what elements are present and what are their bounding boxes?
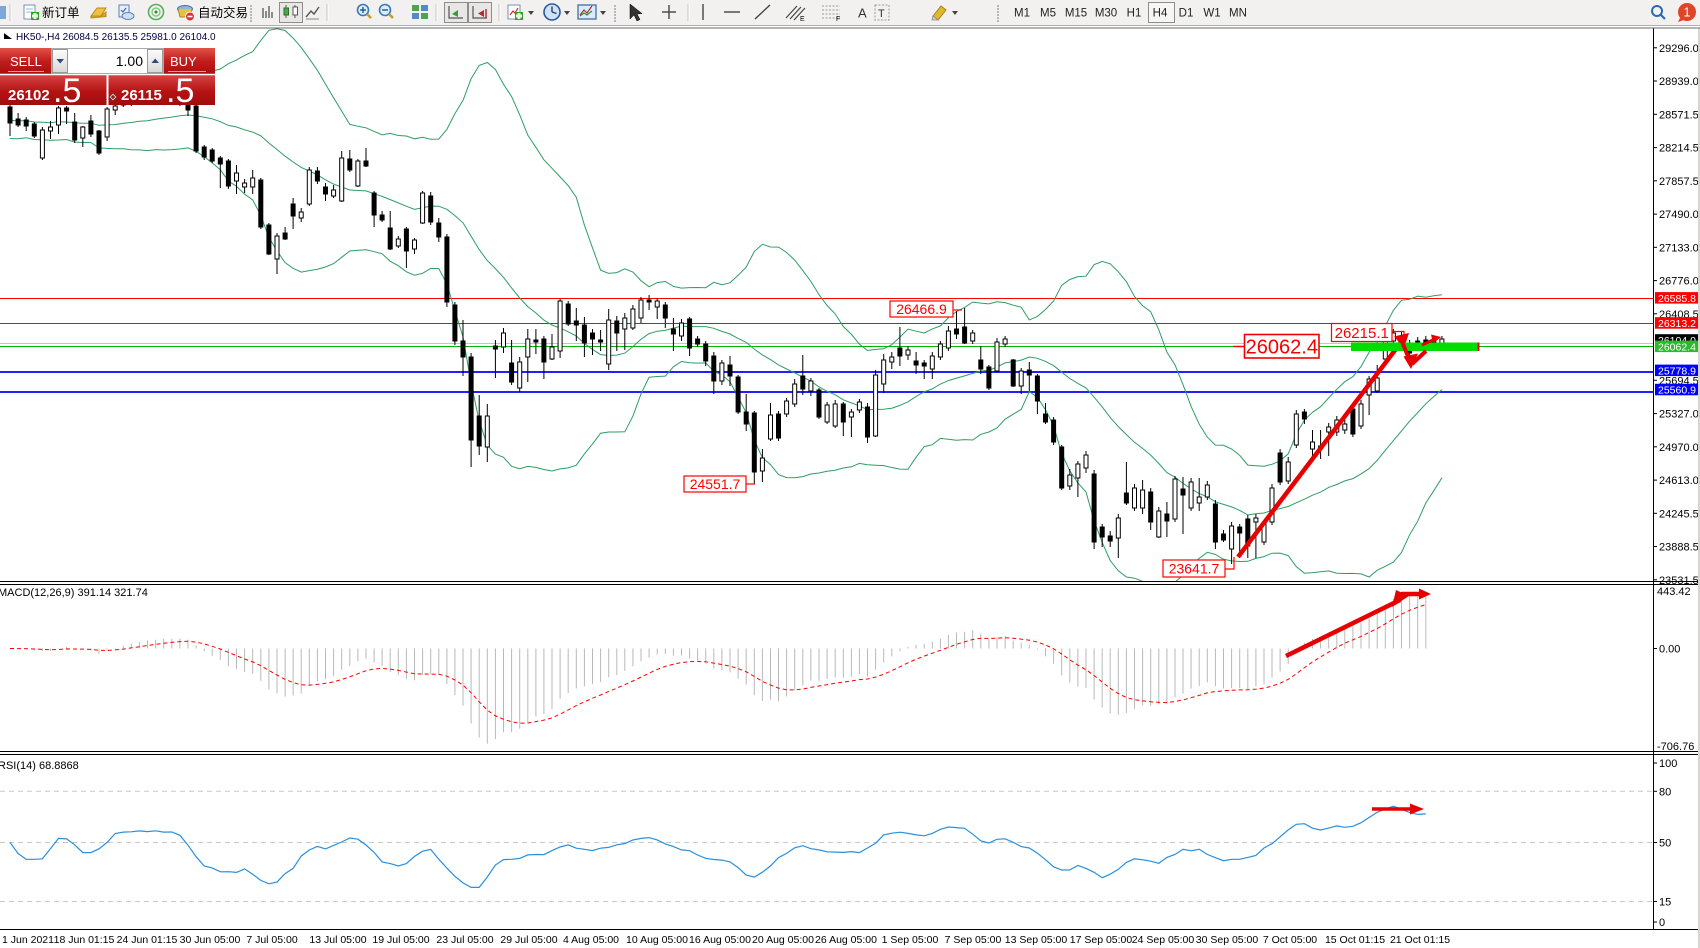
svg-text:T: T [878, 8, 885, 20]
svg-text:50: 50 [1659, 838, 1671, 850]
svg-text:BUY: BUY [170, 54, 197, 69]
svg-text:M15: M15 [1065, 8, 1087, 20]
svg-text:SELL: SELL [10, 54, 42, 69]
svg-text:24 Jun 01:15: 24 Jun 01:15 [117, 934, 178, 946]
svg-text:1: 1 [1684, 6, 1691, 20]
svg-text:MACD(12,26,9) 391.14 321.74: MACD(12,26,9) 391.14 321.74 [0, 587, 148, 599]
svg-text:20 Aug 05:00: 20 Aug 05:00 [752, 934, 814, 946]
svg-text:15 Oct 01:15: 15 Oct 01:15 [1325, 934, 1385, 946]
svg-text:1 Jun 2021: 1 Jun 2021 [2, 934, 54, 946]
svg-text:1.00: 1.00 [116, 53, 143, 69]
svg-text:23531.5: 23531.5 [1659, 575, 1699, 587]
svg-text:26215.1: 26215.1 [1335, 325, 1389, 342]
svg-text:0.00: 0.00 [1659, 644, 1680, 656]
svg-text:13 Sep 05:00: 13 Sep 05:00 [1005, 934, 1068, 946]
svg-text:25778.9: 25778.9 [1658, 365, 1696, 377]
svg-text:28571.5: 28571.5 [1659, 109, 1699, 121]
svg-text:26102: 26102 [8, 87, 50, 104]
svg-text:17 Sep 05:00: 17 Sep 05:00 [1070, 934, 1133, 946]
svg-text:7 Jul 05:00: 7 Jul 05:00 [246, 934, 298, 946]
svg-text:13 Jul 05:00: 13 Jul 05:00 [309, 934, 366, 946]
svg-text:7 Oct 05:00: 7 Oct 05:00 [1263, 934, 1317, 946]
svg-text:.5: .5 [166, 72, 194, 110]
svg-text:30 Jun 05:00: 30 Jun 05:00 [180, 934, 241, 946]
svg-text:M1: M1 [1014, 8, 1030, 20]
svg-text:.5: .5 [53, 72, 81, 110]
svg-text:26062.4: 26062.4 [1246, 337, 1318, 359]
svg-text:F: F [836, 16, 840, 23]
svg-text:28214.5: 28214.5 [1659, 143, 1699, 155]
svg-text:29 Jul 05:00: 29 Jul 05:00 [500, 934, 557, 946]
svg-text:-706.76: -706.76 [1657, 741, 1694, 753]
svg-text:23 Jul 05:00: 23 Jul 05:00 [436, 934, 493, 946]
svg-text:24551.7: 24551.7 [690, 476, 741, 492]
svg-text:7 Sep 05:00: 7 Sep 05:00 [945, 934, 1002, 946]
svg-text:26776.0: 26776.0 [1659, 276, 1699, 288]
svg-text:自动交易: 自动交易 [198, 5, 248, 20]
svg-text:443.42: 443.42 [1657, 586, 1691, 598]
svg-text:D1: D1 [1179, 8, 1194, 20]
svg-text:25560.9: 25560.9 [1658, 385, 1696, 397]
svg-text:100: 100 [1659, 758, 1677, 770]
svg-text:HK50-,H4 26084.5 26135.5 2598: HK50-,H4 26084.5 26135.5 25981.0 26104.0 [16, 32, 216, 43]
svg-text:30 Sep 05:00: 30 Sep 05:00 [1196, 934, 1259, 946]
svg-text:27490.0: 27490.0 [1659, 209, 1699, 221]
svg-text:16 Aug 05:00: 16 Aug 05:00 [689, 934, 751, 946]
svg-text:24613.0: 24613.0 [1659, 475, 1699, 487]
svg-text:RSI(14) 68.8868: RSI(14) 68.8868 [0, 760, 79, 772]
svg-text:26115: 26115 [121, 87, 162, 104]
svg-text:23888.5: 23888.5 [1659, 542, 1699, 554]
svg-text:19 Jul 05:00: 19 Jul 05:00 [372, 934, 429, 946]
svg-text:25327.0: 25327.0 [1659, 409, 1699, 421]
svg-text:0: 0 [1659, 917, 1665, 929]
svg-text:24245.5: 24245.5 [1659, 508, 1699, 520]
svg-text:28939.0: 28939.0 [1659, 76, 1699, 88]
svg-text:27857.5: 27857.5 [1659, 176, 1699, 188]
svg-text:24 Sep 05:00: 24 Sep 05:00 [1132, 934, 1195, 946]
svg-text:26062.4: 26062.4 [1658, 341, 1696, 353]
svg-text:新订单: 新订单 [42, 5, 80, 20]
svg-text:26585.8: 26585.8 [1658, 293, 1696, 305]
svg-text:A: A [858, 6, 867, 21]
svg-text:27133.0: 27133.0 [1659, 242, 1699, 254]
svg-text:21 Oct 01:15: 21 Oct 01:15 [1390, 934, 1450, 946]
svg-text:26313.2: 26313.2 [1658, 318, 1696, 330]
svg-text:H1: H1 [1127, 8, 1142, 20]
svg-text:M30: M30 [1095, 8, 1117, 20]
svg-text:18 Jun 01:15: 18 Jun 01:15 [54, 934, 115, 946]
svg-text:26 Aug 05:00: 26 Aug 05:00 [815, 934, 877, 946]
svg-text:H4: H4 [1153, 8, 1168, 20]
svg-text:MN: MN [1229, 8, 1247, 20]
svg-text:E: E [800, 16, 805, 23]
svg-text:24970.0: 24970.0 [1659, 442, 1699, 454]
svg-text:15: 15 [1659, 897, 1671, 909]
svg-text:26466.9: 26466.9 [896, 301, 947, 317]
svg-text:W1: W1 [1203, 8, 1220, 20]
svg-text:M5: M5 [1040, 8, 1056, 20]
svg-text:23641.7: 23641.7 [1169, 561, 1220, 577]
svg-text:4 Aug 05:00: 4 Aug 05:00 [563, 934, 619, 946]
svg-text:1 Sep 05:00: 1 Sep 05:00 [882, 934, 939, 946]
svg-text:80: 80 [1659, 786, 1671, 798]
svg-text:10 Aug 05:00: 10 Aug 05:00 [626, 934, 688, 946]
svg-text:29296.0: 29296.0 [1659, 43, 1699, 55]
